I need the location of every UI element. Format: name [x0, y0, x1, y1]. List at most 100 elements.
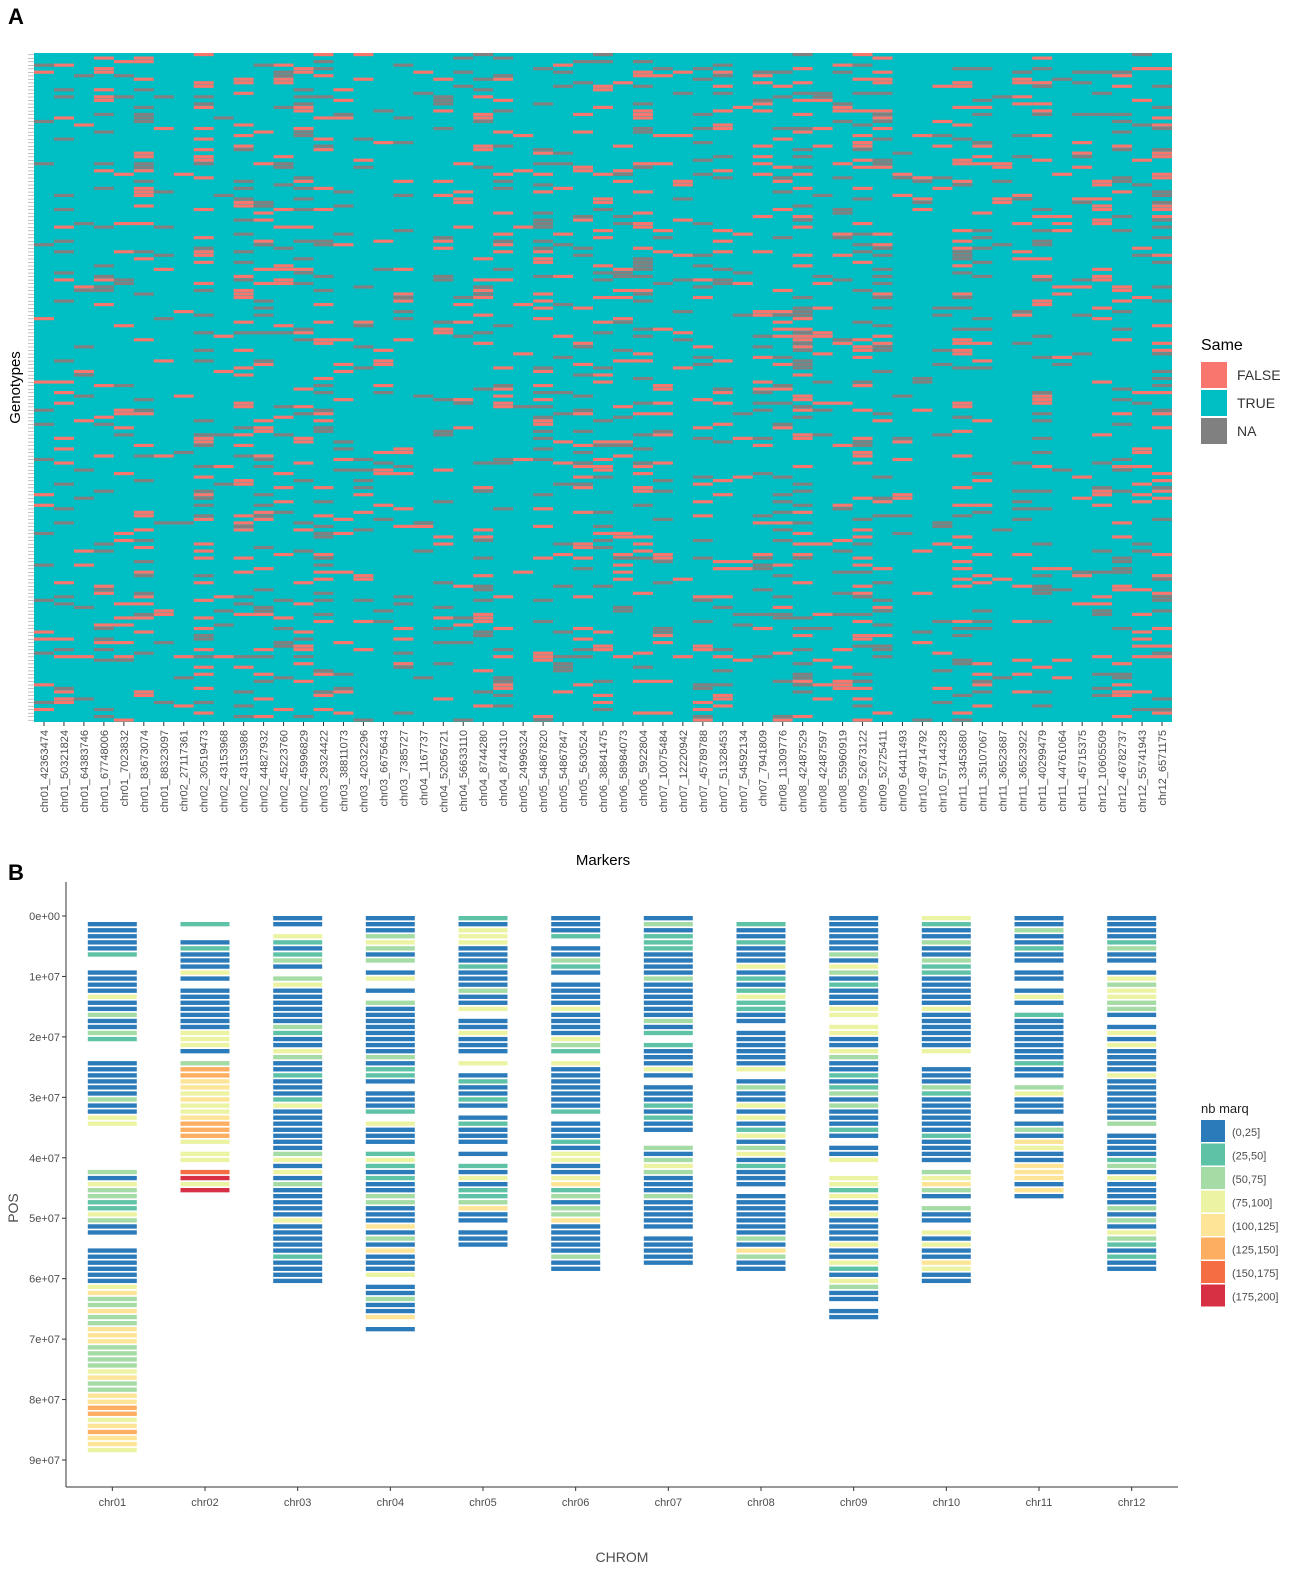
density-band: [458, 1018, 508, 1024]
heatmap-a-cell: [912, 200, 933, 205]
heatmap-a-cell: [612, 295, 633, 300]
heatmap-a-cell: [872, 334, 893, 338]
heatmap-a-cell: [93, 648, 114, 652]
heatmap-a-cell: [852, 584, 873, 588]
heatmap-a-cell: [553, 84, 574, 88]
heatmap-a-cell: [253, 454, 274, 458]
density-band: [87, 1417, 137, 1423]
heatmap-a-cell: [812, 95, 833, 99]
heatmap-a-cell: [293, 102, 314, 106]
heatmap-a-cell: [1152, 595, 1172, 599]
heatmap-a-cell: [792, 359, 813, 363]
heatmap-a-cell: [1152, 225, 1172, 229]
heatmap-a-cell: [133, 443, 154, 448]
density-band: [273, 940, 323, 945]
heatmap-a-cell: [952, 253, 973, 257]
heatmap-a-cell: [313, 53, 334, 57]
density-band: [736, 1194, 786, 1199]
heatmap-a-cell: [932, 119, 953, 124]
density-band: [365, 1073, 415, 1078]
density-band: [458, 1182, 508, 1187]
heatmap-a-cell: [852, 250, 873, 254]
heatmap-a-cell: [233, 665, 254, 669]
heatmap-a-cell: [53, 436, 74, 440]
heatmap-a-cell: [992, 528, 1013, 532]
heatmap-a-cell: [1072, 200, 1093, 205]
heatmap-a-cell: [692, 595, 713, 599]
heatmap-a-cell: [812, 274, 833, 278]
heatmap-a-cell: [712, 155, 733, 159]
density-band: [551, 1248, 601, 1253]
heatmap-a-cell: [992, 162, 1013, 166]
heatmap-a-cell: [692, 686, 713, 690]
density-band: [921, 994, 971, 999]
density-band: [1107, 1085, 1157, 1090]
heatmap-a-cell: [792, 503, 813, 507]
heatmap-a-cell: [792, 366, 813, 370]
heatmap-a-cell: [1112, 130, 1133, 134]
heatmap-a-cell: [253, 457, 274, 462]
density-band: [736, 1254, 786, 1259]
heatmap-a-cell: [53, 697, 74, 701]
heatmap-a-cell: [612, 169, 633, 173]
density-band: [643, 970, 693, 975]
heatmap-a-cell: [752, 514, 773, 518]
density-band: [736, 988, 786, 993]
heatmap-a-cell: [692, 112, 713, 117]
density-band: [551, 1061, 601, 1066]
heatmap-a-cell: [952, 341, 973, 345]
density-band: [643, 1242, 693, 1247]
heatmap-a-cell: [433, 98, 454, 102]
density-band: [273, 1018, 323, 1024]
heatmap-a-cell: [493, 387, 514, 391]
heatmap-a-cell: [193, 53, 214, 57]
heatmap-a-cell: [253, 605, 274, 609]
heatmap-a-cell: [293, 133, 314, 138]
heatmap-a-cell: [792, 552, 813, 557]
density-band: [1107, 988, 1157, 993]
heatmap-a-cell: [1132, 549, 1153, 553]
heatmap-a-cell: [1052, 588, 1073, 592]
heatmap-a-cell: [133, 454, 154, 458]
heatmap-a-cell: [573, 486, 594, 490]
heatmap-a-cell: [53, 648, 74, 652]
heatmap-a-cell: [1152, 341, 1172, 345]
heatmap-a-cell: [1032, 591, 1053, 595]
heatmap-a-cell: [433, 429, 454, 433]
marker-label: chr11_36523922: [1017, 730, 1029, 812]
density-band: [87, 1188, 137, 1193]
heatmap-a-cell: [473, 574, 494, 578]
heatmap-a-cell: [752, 162, 773, 166]
heatmap-a-cell: [253, 306, 274, 310]
marker-label: chr06_58984073: [618, 730, 630, 813]
heatmap-a-cell: [872, 500, 893, 504]
heatmap-a-cell: [872, 623, 893, 627]
density-band: [551, 1006, 601, 1012]
heatmap-a-cell: [632, 84, 653, 88]
heatmap-a-cell: [872, 341, 893, 345]
heatmap-a-cell: [533, 398, 554, 402]
heatmap-a-cell: [433, 239, 454, 243]
density-band: [921, 1182, 971, 1187]
density-band: [921, 1006, 971, 1012]
heatmap-a-cell: [772, 679, 793, 683]
density-band: [551, 1175, 601, 1181]
density-band: [921, 1266, 971, 1271]
heatmap-a-cell: [1032, 158, 1053, 162]
heatmap-a-cell: [792, 408, 813, 412]
heatmap-a-cell: [313, 707, 334, 712]
heatmap-a-cell: [113, 95, 134, 99]
heatmap-a-cell: [433, 193, 454, 198]
density-band: [829, 1042, 879, 1048]
heatmap-a-cell: [453, 398, 474, 402]
heatmap-a-cell: [293, 630, 314, 634]
heatmap-a-cell: [1092, 686, 1113, 690]
x-axis-title-b: CHROM: [596, 1549, 649, 1565]
heatmap-a-cell: [53, 482, 74, 486]
heatmap-a-cell: [113, 602, 134, 606]
heatmap-a-cell: [153, 190, 174, 194]
heatmap-a-cell: [1152, 517, 1172, 521]
heatmap-a-cell: [313, 274, 334, 278]
heatmap-a-cell: [533, 447, 554, 451]
heatmap-a-cell: [133, 257, 154, 261]
